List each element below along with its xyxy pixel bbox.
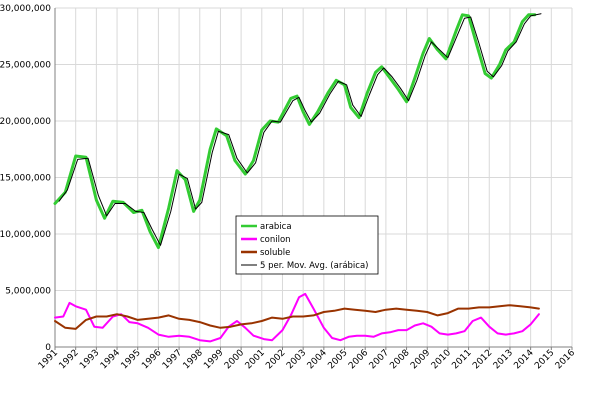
x-tick-label: 2007 xyxy=(368,348,391,371)
x-tick-label: 2008 xyxy=(388,348,411,371)
legend-label-conilon: conilon xyxy=(260,235,291,245)
y-tick-label: 15,000,000 xyxy=(0,174,51,184)
x-tick-label: 2010 xyxy=(430,348,453,371)
series-line-conilon xyxy=(54,292,540,343)
x-tick-label: 2000 xyxy=(223,348,246,371)
legend-label-arabica: arabica xyxy=(260,222,292,232)
x-tick-label: 2014 xyxy=(512,348,535,371)
x-tick-label: 2012 xyxy=(471,348,494,371)
x-tick-label: 1996 xyxy=(140,348,163,371)
series-line-moving-average xyxy=(58,13,542,246)
x-tick-label: 2015 xyxy=(533,348,556,371)
x-tick-label: 2003 xyxy=(285,348,308,371)
x-tick-label: 1993 xyxy=(78,348,101,371)
x-tick-label: 1992 xyxy=(58,348,81,371)
x-axis-tick-labels: 1991199219931994199519961997199819992000… xyxy=(37,348,577,371)
series-line-soluble xyxy=(54,304,540,330)
y-tick-label: 0 xyxy=(45,343,51,353)
y-tick-label: 20,000,000 xyxy=(0,117,51,127)
x-tick-label: 1995 xyxy=(120,348,143,371)
x-tick-label: 2011 xyxy=(450,348,473,371)
x-tick-label: 1994 xyxy=(99,348,122,371)
y-tick-label: 25,000,000 xyxy=(0,61,51,71)
y-tick-label: 5,000,000 xyxy=(5,287,51,297)
y-tick-label: 10,000,000 xyxy=(0,230,51,240)
legend-label-soluble: soluble xyxy=(260,248,290,258)
x-tick-label: 2006 xyxy=(347,348,370,371)
x-tick-label: 1991 xyxy=(37,348,60,371)
x-tick-label: 1998 xyxy=(182,348,205,371)
x-tick-label: 2004 xyxy=(306,348,329,371)
series-line-arabica xyxy=(53,13,537,250)
x-tick-label: 2005 xyxy=(326,348,349,371)
legend-label-moving-average: 5 per. Mov. Avg. (arábica) xyxy=(260,261,369,271)
series-layer xyxy=(53,13,542,343)
x-gridlines xyxy=(54,8,573,350)
x-tick-label: 2001 xyxy=(244,348,267,371)
x-tick-label: 1997 xyxy=(161,348,184,371)
legend: arabica conilon soluble 5 per. Mov. Avg.… xyxy=(235,215,379,275)
legend-box xyxy=(235,215,379,275)
y-axis-tick-labels: 0 5,000,000 10,000,000 15,000,000 20,000,000… xyxy=(0,4,51,353)
x-tick-label: 1999 xyxy=(202,348,225,371)
y-tick-label: 30,000,000 xyxy=(0,4,51,14)
x-tick-label: 2009 xyxy=(409,348,432,371)
x-tick-label: 2013 xyxy=(492,348,515,371)
x-tick-label: 2016 xyxy=(554,348,577,371)
x-tick-label: 2002 xyxy=(264,348,287,371)
